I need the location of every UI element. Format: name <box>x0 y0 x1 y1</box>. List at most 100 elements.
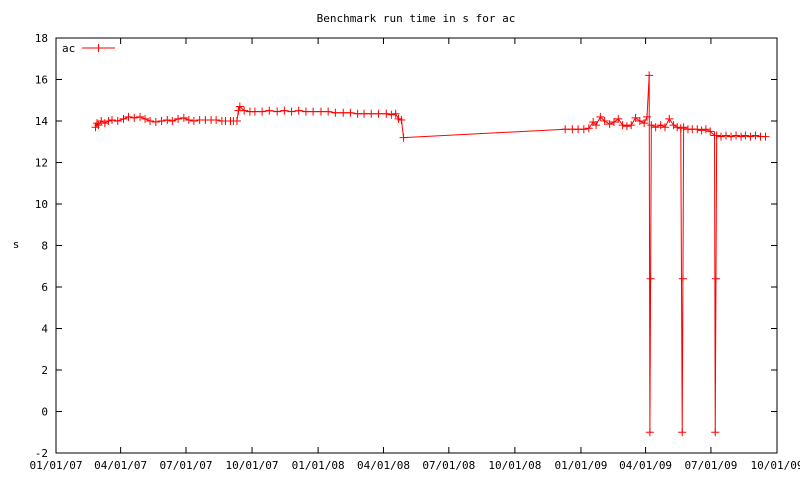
data-point <box>711 428 720 437</box>
data-point <box>104 117 113 125</box>
series-layer <box>91 71 770 437</box>
y-tick-label: 0 <box>41 406 48 419</box>
data-point <box>92 119 101 128</box>
data-point <box>645 428 654 437</box>
data-point <box>741 131 750 140</box>
data-point <box>751 131 760 140</box>
data-point <box>600 117 609 125</box>
data-point <box>732 131 741 140</box>
data-point <box>163 115 172 124</box>
data-point <box>651 123 660 132</box>
data-point <box>727 132 736 141</box>
data-point <box>316 107 325 116</box>
data-point <box>179 113 188 122</box>
data-point <box>250 107 259 116</box>
data-point <box>382 109 391 118</box>
axes: -2 0 2 4 6 8 10 12 14 16 18 01/01/07 04/01/07 07/01/0… <box>30 32 800 472</box>
data-point <box>706 127 715 136</box>
y-tick-label: 10 <box>35 198 48 211</box>
data-point <box>605 120 614 129</box>
x-tick-label: 01/01/09 <box>554 459 607 472</box>
data-point <box>646 274 655 283</box>
data-point <box>712 131 721 140</box>
data-point <box>157 117 166 125</box>
data-point <box>643 112 652 121</box>
data-point <box>391 109 400 118</box>
data-point <box>130 113 139 122</box>
data-point <box>640 119 649 128</box>
x-tick-label: 04/01/09 <box>619 459 672 472</box>
y-tick-label: -2 <box>35 447 48 460</box>
data-point <box>627 121 636 130</box>
legend-label: ac <box>62 42 75 55</box>
data-point <box>151 118 160 127</box>
data-point <box>235 102 244 111</box>
legend: ac <box>62 42 115 55</box>
x-tick-label: 07/01/08 <box>422 459 475 472</box>
data-point <box>631 113 640 122</box>
data-point <box>399 133 408 142</box>
chart-title: Benchmark run time in s for ac <box>317 12 516 25</box>
y-tick-label: 6 <box>41 281 48 294</box>
x-tick-label: 01/01/08 <box>292 459 345 472</box>
data-point <box>136 112 145 121</box>
data-point <box>609 118 618 127</box>
y-tick-label: 14 <box>35 115 49 128</box>
data-point <box>232 117 241 125</box>
x-tick-label: 04/01/07 <box>94 459 147 472</box>
y-tick-label: 4 <box>41 323 48 336</box>
x-tick-label: 10/01/07 <box>226 459 279 472</box>
data-point <box>579 125 588 134</box>
data-point <box>146 117 155 125</box>
y-tick-label: 16 <box>35 74 48 87</box>
y-tick-label: 2 <box>41 364 48 377</box>
data-point <box>331 108 340 117</box>
data-point <box>184 115 193 124</box>
data-point <box>622 122 631 131</box>
data-point <box>273 107 282 116</box>
data-point <box>678 428 687 437</box>
data-point <box>635 117 644 125</box>
data-point <box>108 115 117 124</box>
data-point <box>711 274 720 283</box>
data-point <box>693 125 702 134</box>
data-point <box>258 107 267 116</box>
data-point <box>656 121 665 130</box>
data-point <box>592 121 601 130</box>
y-tick-label: 18 <box>35 32 48 45</box>
y-tick-label: 8 <box>41 240 48 253</box>
data-point <box>240 106 249 115</box>
data-point <box>669 121 678 130</box>
data-point <box>660 123 669 132</box>
data-point <box>168 117 177 125</box>
data-point <box>346 108 355 117</box>
data-point <box>665 114 674 123</box>
data-point <box>761 132 770 141</box>
data-point <box>397 115 406 124</box>
x-tick-label: 04/01/08 <box>357 459 410 472</box>
data-point <box>113 117 122 125</box>
data-point <box>280 106 289 115</box>
data-point <box>614 114 623 123</box>
data-point <box>100 119 109 128</box>
data-point <box>596 112 605 121</box>
x-tick-label: 07/01/07 <box>159 459 212 472</box>
data-point <box>737 132 746 141</box>
data-point <box>647 121 656 130</box>
data-point <box>374 109 383 118</box>
data-point <box>287 107 296 116</box>
y-axis-label: s <box>13 238 20 251</box>
data-point <box>367 109 376 118</box>
x-tick-label: 10/01/09 <box>751 459 800 472</box>
data-point <box>584 124 593 133</box>
data-point <box>701 125 710 134</box>
data-point <box>387 110 396 119</box>
data-point <box>309 107 318 116</box>
data-point <box>716 132 725 141</box>
data-point <box>561 125 570 134</box>
data-point <box>97 117 106 125</box>
data-point <box>124 112 133 121</box>
data-point <box>94 121 103 130</box>
data-point <box>212 115 221 124</box>
data-point <box>360 109 369 118</box>
